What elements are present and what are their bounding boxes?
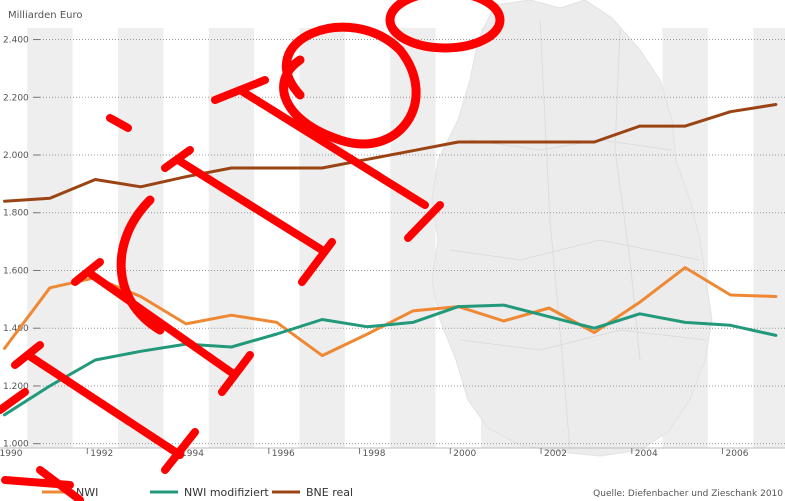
- x-tick-label: 1996: [272, 449, 295, 459]
- y-tick-label: 1.400: [3, 324, 29, 334]
- axes: 1.000 1.200 1.400 1.600 1.800 2.000 2.200 2.400…: [0, 36, 785, 459]
- series-line-bne-real: [3, 103, 778, 203]
- legend: NWI NWI modifiziert BNE real: [42, 486, 353, 499]
- x-tick-label: 1998: [363, 449, 386, 459]
- year-band: [753, 28, 785, 448]
- y-tick-label: 2.000: [3, 151, 29, 161]
- series-line-nwi: [3, 266, 778, 358]
- x-tick-label: 2006: [726, 449, 749, 459]
- source-note: Quelle: Diefenbacher und Zieschank 2010: [593, 489, 783, 499]
- y-tick-label: 1.800: [3, 209, 29, 219]
- x-tick-label: 1994: [181, 449, 204, 459]
- legend-label: BNE real: [306, 486, 353, 499]
- x-tick-label: 2000: [453, 449, 476, 459]
- y-tick-label: 2.400: [3, 36, 29, 46]
- x-tick-label: 2004: [635, 449, 658, 459]
- legend-label: NWI modifiziert: [184, 486, 269, 499]
- series-line-nwi-modifiziert: [3, 303, 778, 417]
- y-tick-label: 2.200: [3, 93, 29, 103]
- y-axis-title: Milliarden Euro: [8, 10, 83, 21]
- x-tick-label: 2002: [544, 449, 567, 459]
- y-tick-label: 1.000: [3, 440, 29, 450]
- y-tick-label: 1.200: [3, 382, 29, 392]
- legend-label: NWI: [76, 486, 98, 499]
- series-lines: [3, 103, 778, 417]
- x-tick-label: 1990: [0, 449, 23, 459]
- red-scribble-overlay: [0, 0, 505, 501]
- x-tick-label: 1992: [90, 449, 113, 459]
- y-tick-label: 1.600: [3, 266, 29, 276]
